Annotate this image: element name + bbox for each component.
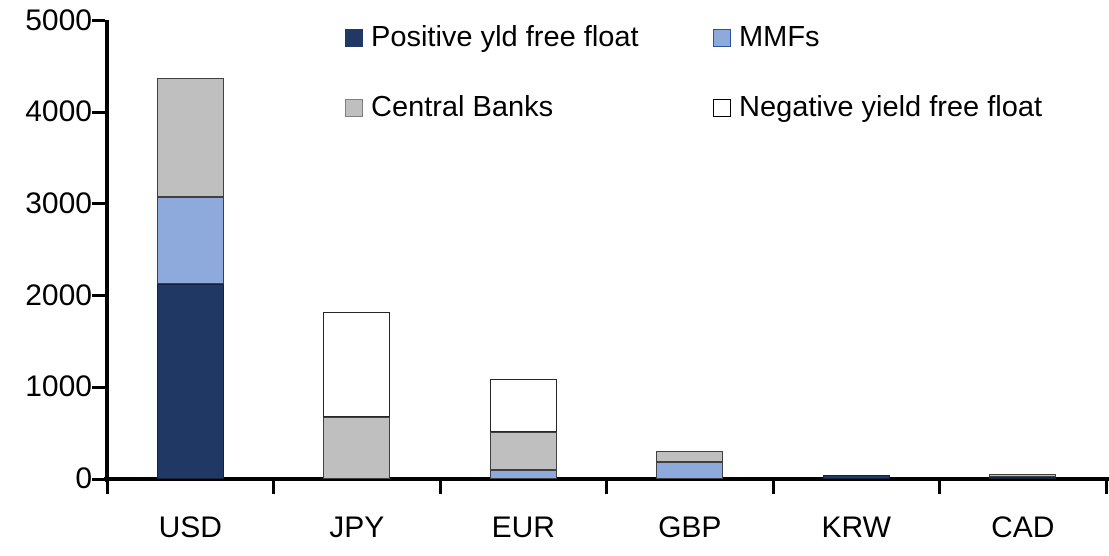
x-tick: [605, 481, 608, 494]
y-axis: [105, 19, 109, 482]
bar-segment-eur-central-banks: [489, 431, 557, 470]
x-tick: [438, 481, 442, 494]
y-tick-label: 5000: [25, 3, 92, 37]
bar-segment-cad-central-banks: [989, 473, 1057, 477]
bar-segment-gbp-central-banks: [656, 451, 724, 462]
bar-segment-gbp-mmfs: [656, 461, 724, 479]
category-label-eur: EUR: [491, 511, 555, 544]
legend-label: Positive yld free float: [371, 21, 639, 53]
x-axis: [104, 477, 1109, 481]
bar-segment-krw-positive-yld-free-float: [822, 474, 890, 479]
x-tick: [1104, 481, 1108, 494]
legend-item-positive-yld-free-float: Positive yld free float: [345, 21, 639, 54]
y-tick-label: 2000: [25, 278, 92, 312]
category-label-usd: USD: [158, 511, 222, 544]
y-tick-label: 1000: [25, 370, 92, 404]
category-label-krw: KRW: [821, 511, 891, 544]
legend-label: MMFs: [739, 21, 820, 53]
y-tick: [92, 202, 105, 206]
legend-swatch-icon: [345, 98, 363, 117]
y-tick: [92, 19, 105, 22]
y-tick: [92, 110, 105, 114]
x-tick: [938, 481, 941, 494]
bar-segment-cad-positive-yld-free-float: [989, 476, 1057, 479]
x-tick: [105, 481, 109, 494]
y-tick-label: 4000: [25, 95, 92, 129]
bar-segment-usd-mmfs: [156, 196, 224, 284]
x-tick: [272, 481, 275, 494]
bar-segment-jpy-negative-yield-free-float: [323, 311, 391, 418]
legend-item-mmfs: MMFs: [713, 21, 820, 54]
legend-swatch-icon: [345, 28, 363, 47]
category-label-gbp: GBP: [658, 511, 722, 544]
bar-segment-jpy-central-banks: [323, 417, 391, 479]
bar-segment-usd-positive-yld-free-float: [156, 283, 224, 479]
x-tick: [771, 481, 775, 494]
y-tick: [92, 294, 105, 298]
y-tick-label: 3000: [25, 186, 92, 220]
legend-item-negative-yield-free-float: Negative yield free float: [713, 91, 1042, 124]
legend-label: Negative yield free float: [739, 91, 1043, 123]
y-tick: [92, 477, 105, 481]
bar-segment-eur-negative-yield-free-float: [489, 379, 557, 432]
bar-segment-eur-mmfs: [489, 469, 557, 479]
bar-segment-usd-central-banks: [156, 78, 224, 197]
legend-item-central-banks: Central Banks: [345, 91, 553, 124]
y-tick-label: 0: [75, 462, 92, 495]
legend-label: Central Banks: [371, 91, 554, 123]
y-tick: [92, 385, 105, 389]
legend-swatch-icon: [713, 98, 731, 117]
category-label-jpy: JPY: [329, 511, 385, 544]
category-label-cad: CAD: [991, 511, 1055, 544]
legend-swatch-icon: [713, 28, 731, 47]
